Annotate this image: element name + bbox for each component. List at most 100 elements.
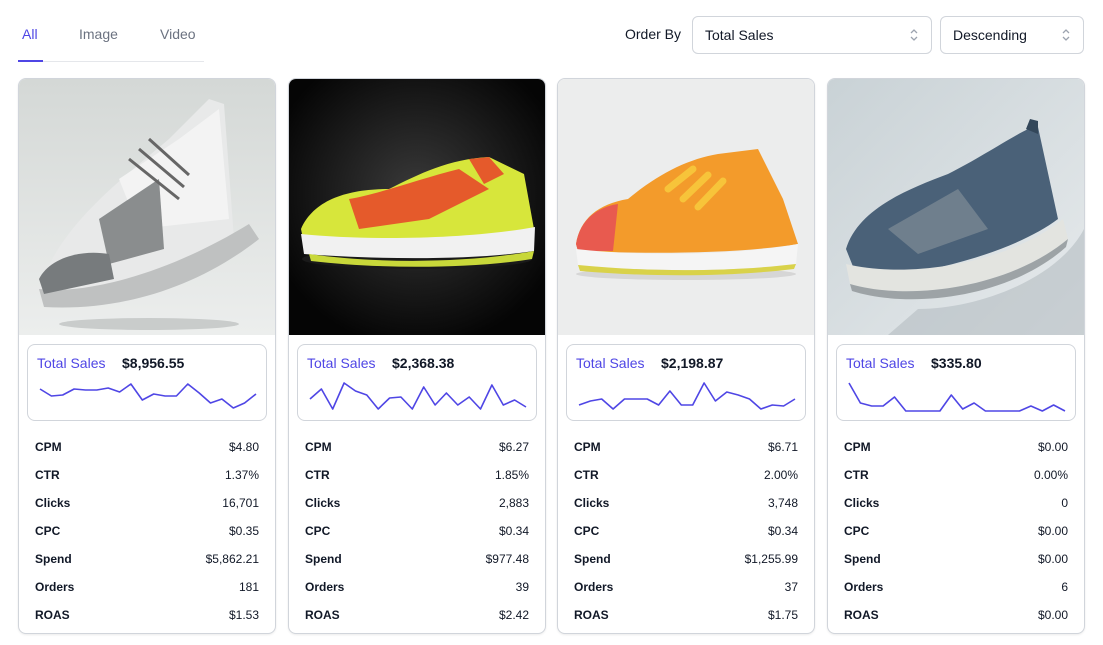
metric-name: Spend xyxy=(35,552,72,566)
metric-value: 16,701 xyxy=(222,496,259,510)
metric-name: Orders xyxy=(844,580,884,594)
metric-row-roas: ROAS $2.42 xyxy=(305,601,529,629)
metric-value: $1,255.99 xyxy=(744,552,798,566)
metric-name: CTR xyxy=(35,468,60,482)
tab-all[interactable]: All xyxy=(22,26,38,42)
metric-value: 1.37% xyxy=(224,468,259,482)
total-sales-value: $8,956.55 xyxy=(122,355,185,371)
sales-sparkline xyxy=(309,382,527,410)
metric-value: $0.34 xyxy=(498,524,529,538)
order-metric-select[interactable]: Total Sales xyxy=(692,16,932,54)
sneaker-image-blue xyxy=(828,79,1084,335)
metric-value: $0.34 xyxy=(767,524,798,538)
creative-card[interactable]: Total Sales $335.80 CPM $0.00 CTR 0.00% Cl… xyxy=(827,78,1085,634)
metric-name: CPC xyxy=(574,524,600,538)
metric-value: $0.00 xyxy=(1037,552,1068,566)
creative-card[interactable]: Total Sales $2,368.38 CPM $6.27 CTR 1.85% … xyxy=(288,78,546,634)
metric-row-cpc: CPC $0.35 xyxy=(35,517,259,545)
total-sales-summary: Total Sales $2,198.87 xyxy=(566,344,806,421)
metric-value: $977.48 xyxy=(485,552,529,566)
sales-sparkline xyxy=(39,383,257,409)
metric-row-roas: ROAS $1.53 xyxy=(35,601,259,629)
metrics-list: CPM $6.27 CTR 1.85% Clicks 2,883 CPC $0.34 S… xyxy=(305,433,529,629)
order-metric-value: Total Sales xyxy=(705,27,774,43)
metric-value: 2,883 xyxy=(498,496,529,510)
metric-value: $1.53 xyxy=(228,608,259,622)
metric-value: $0.00 xyxy=(1037,440,1068,454)
order-direction-value: Descending xyxy=(953,27,1027,43)
sneaker-image-grey xyxy=(19,79,275,335)
metric-value: $6.71 xyxy=(767,440,798,454)
metric-value: $0.00 xyxy=(1037,524,1068,538)
metric-name: Orders xyxy=(574,580,614,594)
creative-card[interactable]: Total Sales $8,956.55 CPM $4.80 CTR 1.37% … xyxy=(18,78,276,634)
creative-card[interactable]: Total Sales $2,198.87 CPM $6.71 CTR 2.00% … xyxy=(557,78,815,634)
metric-row-roas: ROAS $0.00 xyxy=(844,601,1068,629)
metric-row-clicks: Clicks 3,748 xyxy=(574,489,798,517)
metric-row-cpc: CPC $0.00 xyxy=(844,517,1068,545)
order-direction-select[interactable]: Descending xyxy=(940,16,1084,54)
metric-row-spend: Spend $0.00 xyxy=(844,545,1068,573)
order-by-label: Order By xyxy=(625,26,682,42)
active-tab-indicator xyxy=(18,60,43,62)
metric-name: CPC xyxy=(844,524,870,538)
metric-name: CPC xyxy=(35,524,61,538)
metric-value: $0.00 xyxy=(1037,608,1068,622)
sneaker-image-neon xyxy=(289,79,545,335)
metrics-list: CPM $6.71 CTR 2.00% Clicks 3,748 CPC $0.34 S… xyxy=(574,433,798,629)
metric-row-cpm: CPM $6.71 xyxy=(574,433,798,461)
sneaker-image-orange xyxy=(558,79,814,335)
metric-row-cpc: CPC $0.34 xyxy=(305,517,529,545)
metric-name: CTR xyxy=(305,468,330,482)
metric-row-clicks: Clicks 16,701 xyxy=(35,489,259,517)
metric-row-cpm: CPM $4.80 xyxy=(35,433,259,461)
metric-row-orders: Orders 37 xyxy=(574,573,798,601)
metric-name: Clicks xyxy=(844,496,880,510)
metric-row-cpm: CPM $0.00 xyxy=(844,433,1068,461)
metric-value: 0 xyxy=(1061,496,1068,510)
metric-value: 39 xyxy=(515,580,529,594)
metric-name: CPC xyxy=(305,524,331,538)
sales-sparkline xyxy=(848,382,1066,412)
total-sales-label: Total Sales xyxy=(37,355,106,371)
metric-row-orders: Orders 39 xyxy=(305,573,529,601)
metric-name: CPM xyxy=(574,440,601,454)
metric-name: Orders xyxy=(35,580,75,594)
creative-thumbnail[interactable] xyxy=(289,79,545,335)
metric-value: 6 xyxy=(1061,580,1068,594)
tab-image[interactable]: Image xyxy=(79,26,118,42)
creative-thumbnail[interactable] xyxy=(828,79,1084,335)
metric-row-ctr: CTR 0.00% xyxy=(844,461,1068,489)
metric-row-spend: Spend $1,255.99 xyxy=(574,545,798,573)
metric-value: 181 xyxy=(238,580,259,594)
metric-row-spend: Spend $5,862.21 xyxy=(35,545,259,573)
metric-value: 2.00% xyxy=(763,468,798,482)
metric-row-roas: ROAS $1.75 xyxy=(574,601,798,629)
metric-name: Clicks xyxy=(305,496,341,510)
sales-sparkline xyxy=(578,382,796,410)
creative-thumbnail[interactable] xyxy=(558,79,814,335)
metric-name: Spend xyxy=(574,552,611,566)
metric-name: ROAS xyxy=(844,608,879,622)
metric-name: ROAS xyxy=(574,608,609,622)
total-sales-summary: Total Sales $2,368.38 xyxy=(297,344,537,421)
metric-name: ROAS xyxy=(305,608,340,622)
metric-value: $6.27 xyxy=(498,440,529,454)
metric-name: CPM xyxy=(35,440,62,454)
metric-value: $0.35 xyxy=(228,524,259,538)
metrics-list: CPM $4.80 CTR 1.37% Clicks 16,701 CPC $0.35 … xyxy=(35,433,259,629)
metric-row-orders: Orders 6 xyxy=(844,573,1068,601)
total-sales-label: Total Sales xyxy=(307,355,376,371)
total-sales-summary: Total Sales $8,956.55 xyxy=(27,344,267,421)
metric-name: Spend xyxy=(844,552,881,566)
creative-thumbnail[interactable] xyxy=(19,79,275,335)
total-sales-value: $2,198.87 xyxy=(661,355,724,371)
total-sales-summary: Total Sales $335.80 xyxy=(836,344,1076,421)
metric-row-ctr: CTR 1.85% xyxy=(305,461,529,489)
metric-value: 3,748 xyxy=(767,496,798,510)
metric-row-orders: Orders 181 xyxy=(35,573,259,601)
metric-name: Orders xyxy=(305,580,345,594)
tab-video[interactable]: Video xyxy=(160,26,196,42)
metric-value: 1.85% xyxy=(494,468,529,482)
metric-name: CPM xyxy=(305,440,332,454)
